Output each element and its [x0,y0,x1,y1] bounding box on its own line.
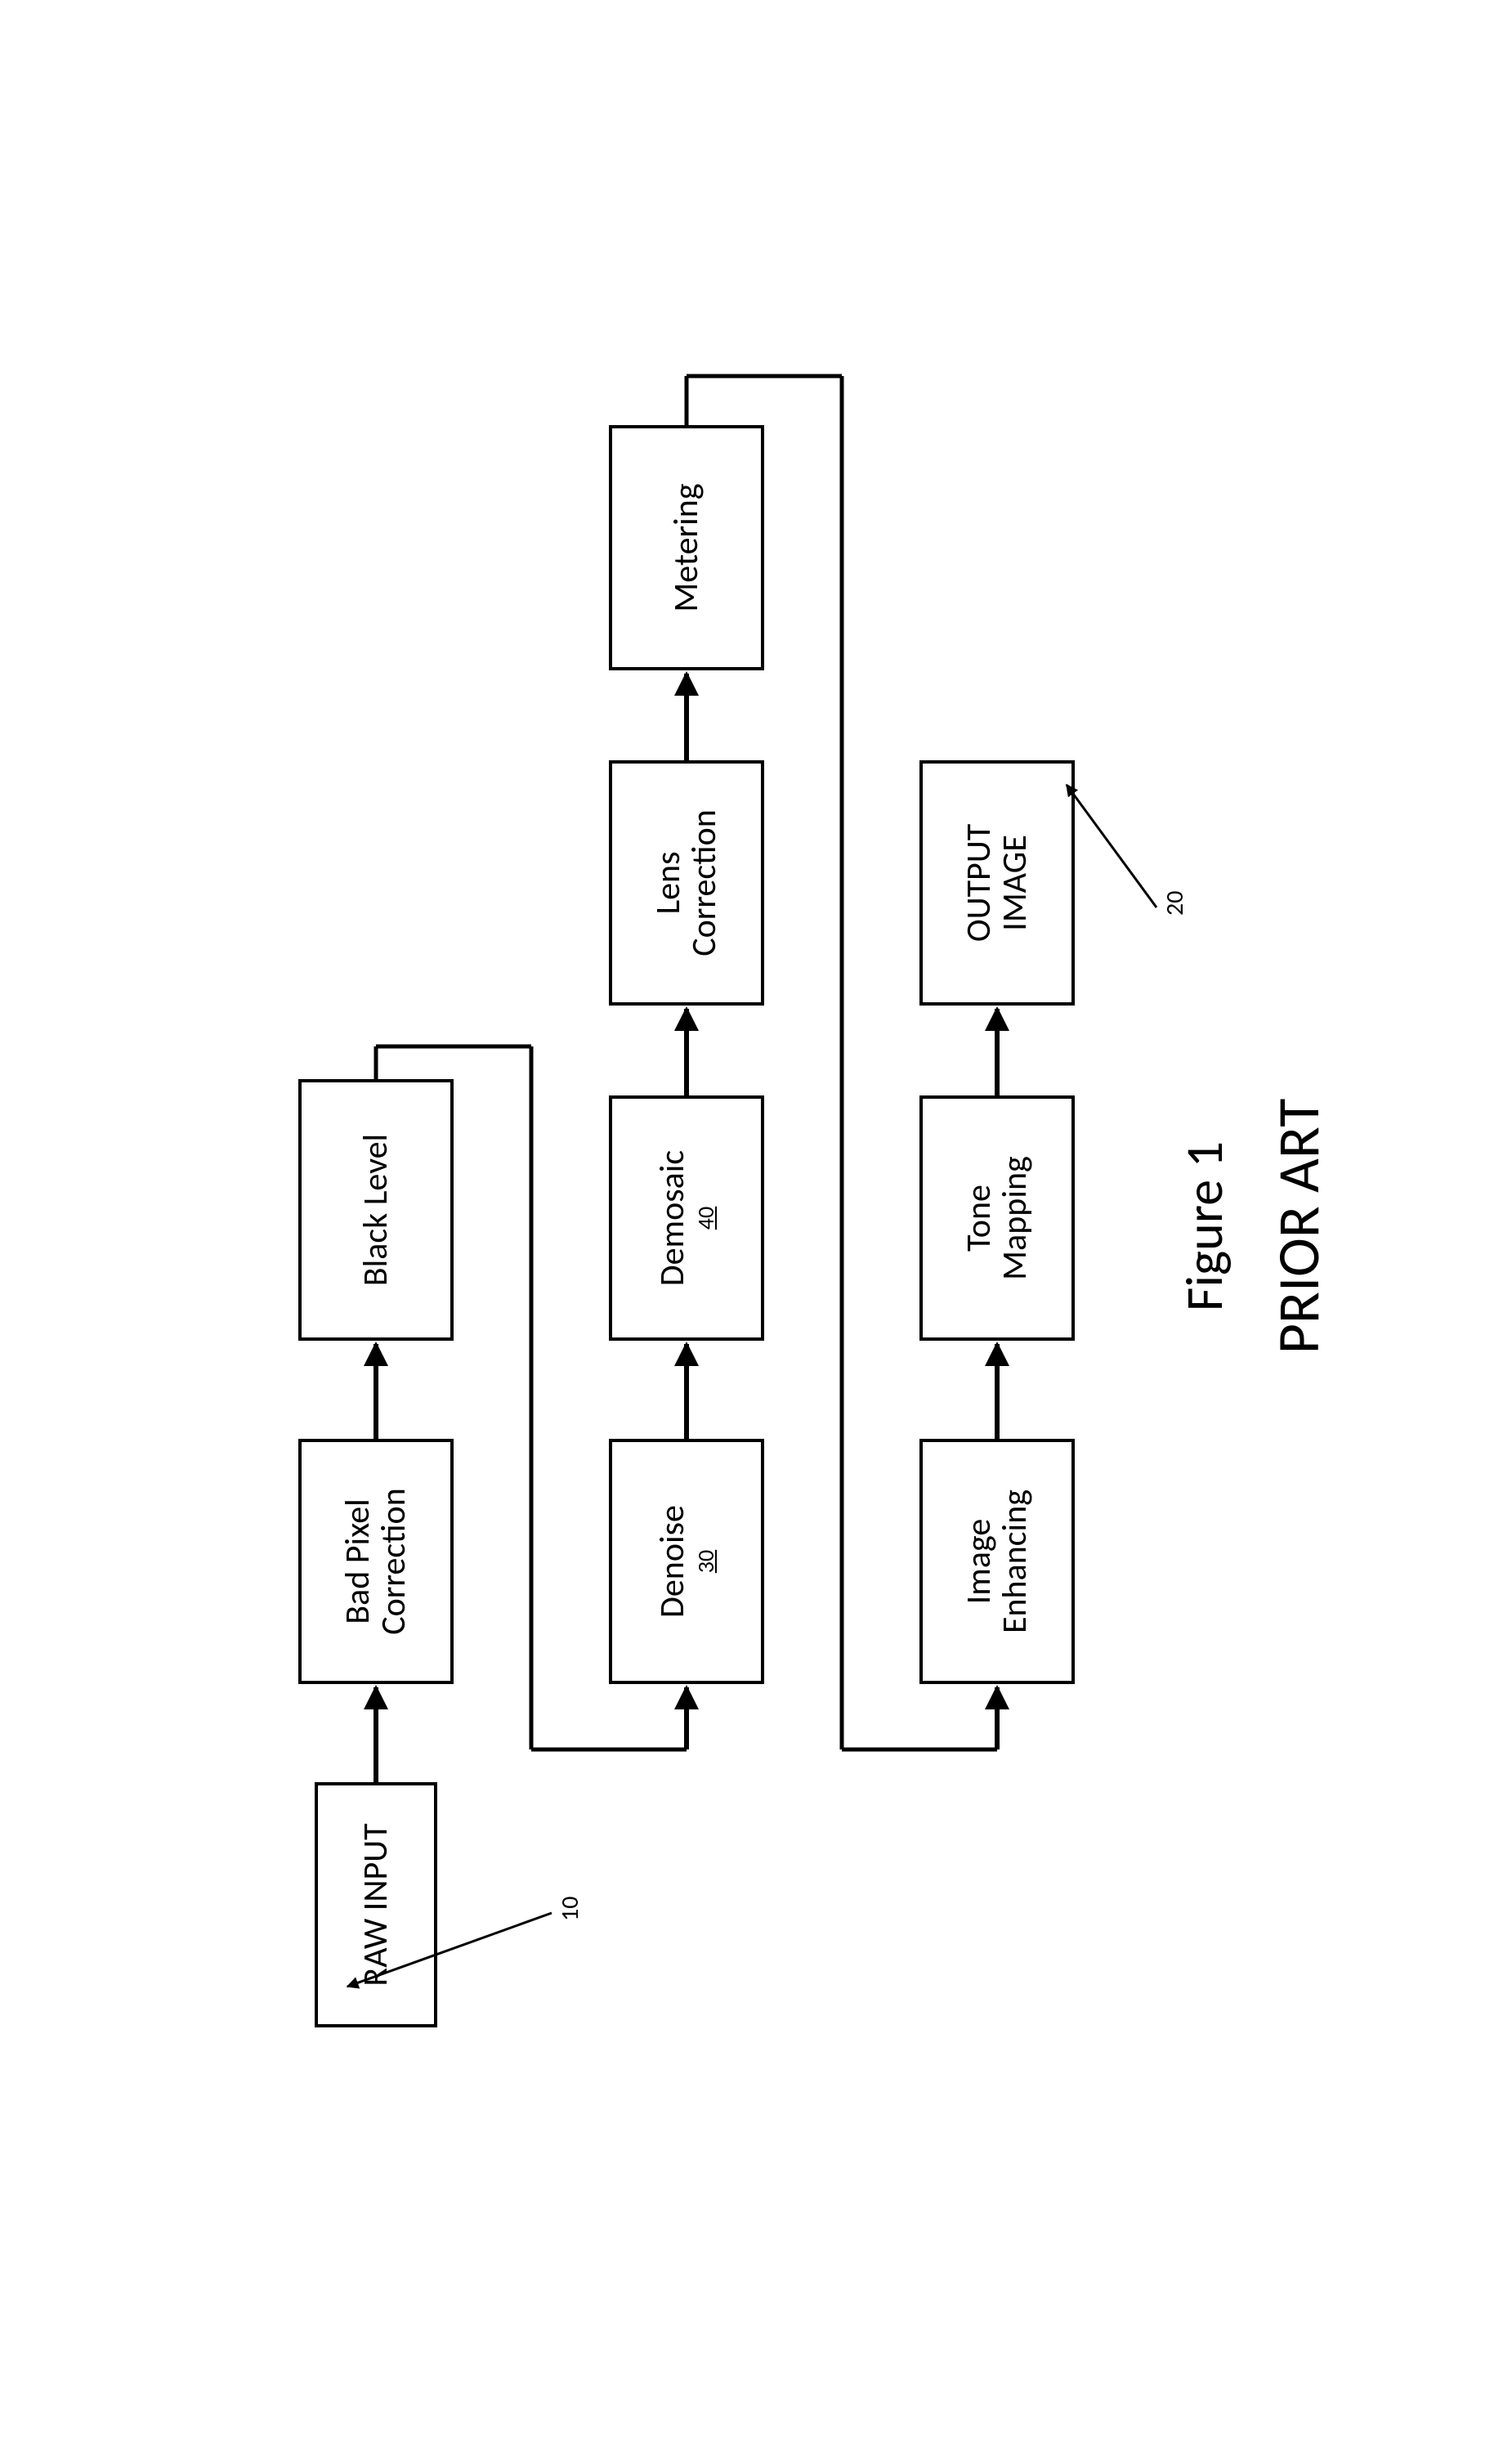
node-lens-line: Lens [651,851,687,914]
node-badpixel: Bad PixelCorrection [298,1439,454,1684]
node-black-line: Black Level [358,1134,394,1286]
node-output: OUTPUTIMAGE [919,760,1075,1006]
node-denoise-line: Denoise [655,1505,691,1618]
node-denoise-ref: 30 [694,1550,718,1573]
node-demosaic-line: Demosaic [655,1150,691,1286]
node-metering: Metering [609,425,764,670]
leader-10-label: 10 [555,1897,585,1921]
node-black: Black Level [298,1079,454,1341]
node-output-line: OUTPUT [961,824,997,942]
node-badpixel-line: Bad Pixel [340,1498,376,1624]
node-badpixel-line: Correction [376,1488,412,1635]
figure-caption: Figure 1 [1173,1141,1237,1311]
node-enhance-line: Enhancing [997,1490,1033,1633]
node-raw-line: RAW INPUT [358,1823,394,1986]
prior-art-caption: PRIOR ART [1263,1099,1335,1355]
node-metering-line: Metering [669,483,705,611]
leader-20-label: 20 [1160,891,1190,916]
node-tone: ToneMapping [919,1095,1075,1341]
node-raw: RAW INPUT [315,1782,437,2027]
node-denoise: Denoise30 [609,1439,764,1684]
node-demosaic-ref: 40 [694,1207,718,1230]
node-lens-line: Correction [687,809,722,956]
node-enhance-line: Image [961,1519,997,1605]
leader-20-line [1067,785,1156,907]
node-enhance: ImageEnhancing [919,1439,1075,1684]
node-tone-line: Tone [961,1185,997,1252]
node-demosaic: Demosaic40 [609,1095,764,1341]
node-lens: LensCorrection [609,760,764,1006]
node-output-line: IMAGE [997,835,1033,931]
node-tone-line: Mapping [997,1156,1033,1280]
diagram-frame: RAW INPUTBad PixelCorrectionBlack LevelD… [184,327,1328,2126]
